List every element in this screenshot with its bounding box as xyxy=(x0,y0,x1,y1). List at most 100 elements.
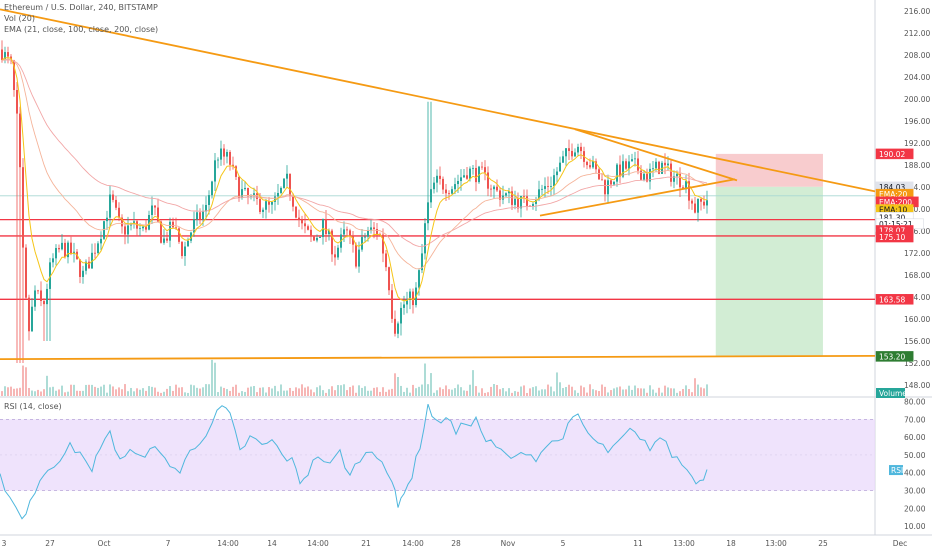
candle-body xyxy=(289,173,291,197)
candle-body xyxy=(640,170,642,180)
volume-bar xyxy=(256,392,258,396)
volume-bar xyxy=(544,389,546,396)
price-tick-label: 192.00 xyxy=(904,139,930,148)
rsi-tick-label: 20.00 xyxy=(904,504,926,513)
candle-body xyxy=(4,52,6,60)
volume-bar xyxy=(406,387,408,396)
volume-bar xyxy=(367,390,369,396)
volume-bar xyxy=(658,387,660,396)
volume-bar xyxy=(694,378,696,396)
volume-bar xyxy=(355,392,357,396)
candle-body xyxy=(88,261,90,269)
volume-bar xyxy=(331,386,333,396)
candle-body xyxy=(490,188,492,190)
volume-bar xyxy=(403,391,405,396)
candle-body xyxy=(124,226,126,235)
candle-body xyxy=(205,204,207,212)
volume-bar xyxy=(307,386,309,396)
candle-body xyxy=(85,261,87,271)
volume-bar xyxy=(622,389,624,396)
volume-bar xyxy=(370,390,372,396)
volume-bar xyxy=(520,386,522,396)
candle-body xyxy=(220,148,222,160)
candle-body xyxy=(307,226,309,230)
candle-body xyxy=(274,196,276,202)
volume-bar xyxy=(220,386,222,396)
candle-body xyxy=(421,253,423,271)
candle-body xyxy=(313,236,315,241)
ema-100-line xyxy=(1,58,708,270)
volume-bar xyxy=(373,387,375,396)
candle-body xyxy=(67,242,69,258)
volume-bar xyxy=(199,388,201,396)
candle-body xyxy=(628,161,630,169)
candle-body xyxy=(31,306,33,332)
rsi-tick-label: 30.00 xyxy=(904,487,926,496)
volume-bar xyxy=(568,384,570,396)
candle-body xyxy=(532,203,534,207)
time-tick-label: 14:00 xyxy=(402,539,424,548)
volume-bar xyxy=(10,386,12,396)
candle-body xyxy=(61,242,63,250)
candle-body xyxy=(334,254,336,258)
candle-body xyxy=(607,180,609,195)
candle-body xyxy=(346,229,348,231)
volume-bar xyxy=(76,390,78,396)
volume-legend: Vol (20) xyxy=(4,14,35,23)
candle-body xyxy=(127,225,129,235)
candle-body xyxy=(358,249,360,267)
volume-bar xyxy=(223,387,225,396)
candle-body xyxy=(97,243,99,253)
volume-bar xyxy=(697,384,699,396)
candle-body xyxy=(370,227,372,231)
candle-body xyxy=(559,162,561,172)
candle-body xyxy=(610,180,612,185)
candle-body xyxy=(154,205,156,208)
volume-bar xyxy=(484,392,486,396)
candle-body xyxy=(658,161,660,174)
volume-bar xyxy=(70,384,72,396)
candle-body xyxy=(172,221,174,228)
candle-body xyxy=(181,241,183,257)
candle-body xyxy=(655,161,657,169)
candle-body xyxy=(337,247,339,258)
volume-bar xyxy=(397,377,399,396)
candle-body xyxy=(187,240,189,247)
candle-body xyxy=(412,291,414,306)
volume-bar xyxy=(460,387,462,396)
candle-body xyxy=(418,270,420,288)
volume-bar xyxy=(472,370,474,396)
price-tick-label: 152.00 xyxy=(904,359,930,368)
candle-body xyxy=(685,181,687,190)
volume-bar xyxy=(292,390,294,396)
volume-bar xyxy=(376,387,378,396)
volume-bar xyxy=(49,387,51,396)
volume-bar xyxy=(586,392,588,396)
volume-bar xyxy=(259,387,261,396)
candle-body xyxy=(103,221,105,239)
candle-body xyxy=(13,60,15,91)
candle-body xyxy=(631,159,633,162)
rsi-tag-box xyxy=(889,465,903,476)
volume-bar xyxy=(493,384,495,396)
candle-body xyxy=(424,223,426,254)
volume-bar xyxy=(91,384,93,396)
volume-bar xyxy=(352,385,354,396)
volume-bar xyxy=(604,386,606,396)
volume-bar xyxy=(445,385,447,396)
candle-body xyxy=(409,291,411,300)
volume-bar xyxy=(100,386,102,396)
candle-body xyxy=(541,188,543,190)
candle-body xyxy=(310,229,312,237)
volume-bar xyxy=(670,388,672,396)
candle-body xyxy=(649,168,651,182)
price-tick-label: 196.00 xyxy=(904,117,930,126)
volume-bar xyxy=(127,391,129,396)
candle-body xyxy=(28,297,30,332)
position-risk-zone xyxy=(715,153,823,187)
ema-200-line xyxy=(1,59,708,248)
candle-body xyxy=(286,173,288,179)
candle-body xyxy=(703,201,705,206)
